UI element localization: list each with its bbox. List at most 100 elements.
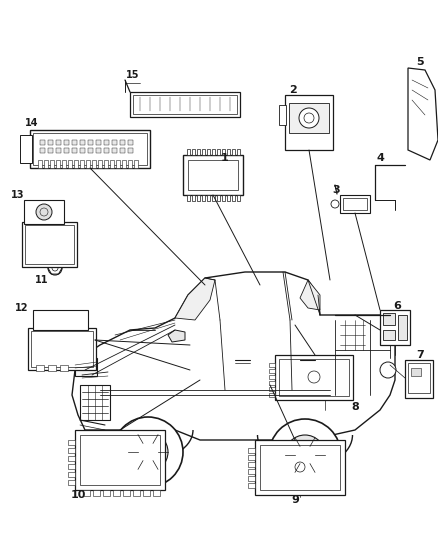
Bar xyxy=(68,160,72,168)
Bar xyxy=(133,95,237,114)
Bar xyxy=(64,148,69,153)
Bar xyxy=(96,148,101,153)
Bar xyxy=(222,149,225,155)
Bar xyxy=(28,328,96,370)
Polygon shape xyxy=(408,68,438,160)
Circle shape xyxy=(113,417,183,487)
Bar xyxy=(48,148,53,153)
Bar xyxy=(48,365,56,371)
Bar xyxy=(212,195,215,201)
Bar xyxy=(232,149,235,155)
Bar xyxy=(80,385,110,420)
Text: 5: 5 xyxy=(416,57,424,67)
Bar xyxy=(68,480,75,485)
Bar xyxy=(340,195,370,213)
Bar xyxy=(75,358,97,376)
Bar xyxy=(24,200,64,224)
Bar xyxy=(40,140,45,145)
Bar xyxy=(248,448,255,453)
Bar xyxy=(408,363,430,393)
Bar xyxy=(134,160,138,168)
Bar xyxy=(116,160,120,168)
Bar xyxy=(75,430,165,490)
Circle shape xyxy=(128,432,168,472)
Bar xyxy=(72,148,77,153)
Bar xyxy=(103,490,110,496)
Bar xyxy=(269,375,275,379)
Bar xyxy=(112,148,117,153)
Polygon shape xyxy=(300,280,320,310)
Bar xyxy=(217,149,220,155)
Bar xyxy=(227,149,230,155)
Bar xyxy=(269,387,275,391)
Text: 15: 15 xyxy=(126,70,140,80)
Bar xyxy=(113,490,120,496)
Bar xyxy=(74,160,78,168)
Bar xyxy=(207,149,210,155)
Bar xyxy=(36,365,44,371)
Bar xyxy=(269,381,275,385)
Bar xyxy=(68,440,75,445)
Bar xyxy=(289,103,329,133)
Bar xyxy=(227,195,230,201)
Bar xyxy=(88,140,93,145)
Bar xyxy=(56,148,61,153)
Text: 11: 11 xyxy=(35,275,49,285)
Bar xyxy=(112,140,117,145)
Bar xyxy=(44,160,48,168)
Bar xyxy=(411,368,421,376)
Bar xyxy=(56,140,61,145)
Bar xyxy=(30,130,150,168)
Bar xyxy=(237,149,240,155)
Bar xyxy=(248,469,255,474)
Bar xyxy=(110,160,114,168)
Text: 8: 8 xyxy=(351,402,359,412)
Bar xyxy=(31,331,93,367)
Bar xyxy=(33,133,147,165)
Bar xyxy=(143,490,150,496)
Bar xyxy=(68,472,75,477)
Bar xyxy=(275,355,353,400)
Bar xyxy=(92,160,96,168)
Bar xyxy=(68,448,75,453)
Circle shape xyxy=(269,419,341,491)
Polygon shape xyxy=(175,278,215,320)
Bar xyxy=(398,315,407,340)
Bar xyxy=(25,225,74,264)
Bar xyxy=(248,455,255,460)
Bar xyxy=(86,160,90,168)
Bar xyxy=(237,195,240,201)
Bar xyxy=(88,148,93,153)
Bar xyxy=(248,476,255,481)
Polygon shape xyxy=(168,330,185,342)
Bar xyxy=(383,330,395,340)
Bar xyxy=(255,440,345,495)
Bar xyxy=(269,369,275,373)
Bar xyxy=(212,149,215,155)
Text: 10: 10 xyxy=(71,490,86,500)
Text: 12: 12 xyxy=(15,303,29,313)
Text: 7: 7 xyxy=(416,350,424,360)
Bar xyxy=(93,490,100,496)
Bar xyxy=(128,148,133,153)
Bar xyxy=(122,160,126,168)
Bar xyxy=(197,195,200,201)
Bar xyxy=(202,195,205,201)
Bar xyxy=(279,105,286,125)
Bar xyxy=(104,140,109,145)
Circle shape xyxy=(299,108,319,128)
Polygon shape xyxy=(72,272,395,440)
Text: 9: 9 xyxy=(291,495,299,505)
Bar xyxy=(60,365,68,371)
Bar xyxy=(187,195,190,201)
Bar xyxy=(187,149,190,155)
Bar xyxy=(96,140,101,145)
Bar xyxy=(197,149,200,155)
Circle shape xyxy=(36,204,52,220)
Bar xyxy=(128,140,133,145)
Text: 6: 6 xyxy=(393,301,401,311)
Text: 3: 3 xyxy=(332,185,340,195)
Bar xyxy=(98,160,102,168)
Bar xyxy=(380,310,410,345)
Bar xyxy=(153,490,160,496)
